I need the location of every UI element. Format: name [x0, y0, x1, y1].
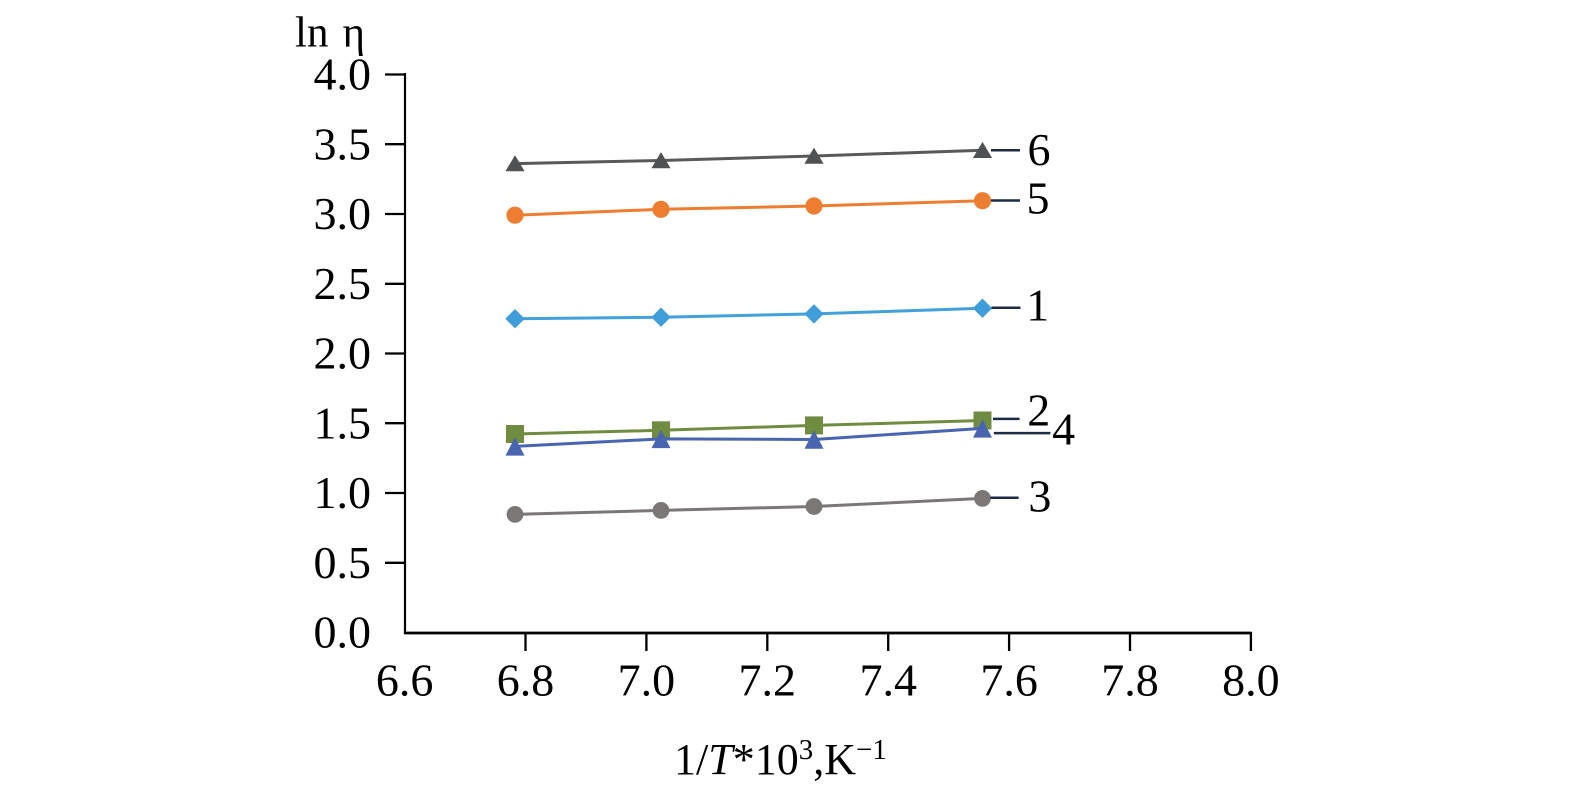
svg-text:1.0: 1.0	[314, 467, 372, 518]
svg-text:7.2: 7.2	[739, 655, 797, 706]
svg-text:7.4: 7.4	[859, 655, 917, 706]
svg-text:5: 5	[1027, 172, 1050, 223]
svg-text:1: 1	[1026, 279, 1049, 330]
svg-text:2: 2	[1027, 385, 1050, 436]
svg-text:4.0: 4.0	[314, 49, 372, 100]
svg-text:7.6: 7.6	[980, 655, 1038, 706]
svg-text:1/T*103,K−1: 1/T*103,K−1	[674, 734, 887, 784]
svg-text:6: 6	[1028, 124, 1051, 175]
svg-text:0.0: 0.0	[314, 607, 372, 658]
svg-text:1.5: 1.5	[314, 397, 372, 448]
svg-text:3.0: 3.0	[314, 188, 372, 239]
svg-text:6.8: 6.8	[497, 655, 555, 706]
svg-text:3: 3	[1028, 471, 1051, 522]
svg-text:7.8: 7.8	[1101, 655, 1159, 706]
svg-text:8.0: 8.0	[1222, 655, 1280, 706]
svg-text:3.5: 3.5	[314, 118, 372, 169]
svg-text:6.6: 6.6	[376, 655, 434, 706]
svg-text:0.5: 0.5	[314, 537, 372, 588]
svg-text:4: 4	[1052, 404, 1075, 455]
svg-text:7.0: 7.0	[618, 655, 676, 706]
svg-text:2.0: 2.0	[314, 328, 372, 379]
svg-text:2.5: 2.5	[314, 258, 372, 309]
